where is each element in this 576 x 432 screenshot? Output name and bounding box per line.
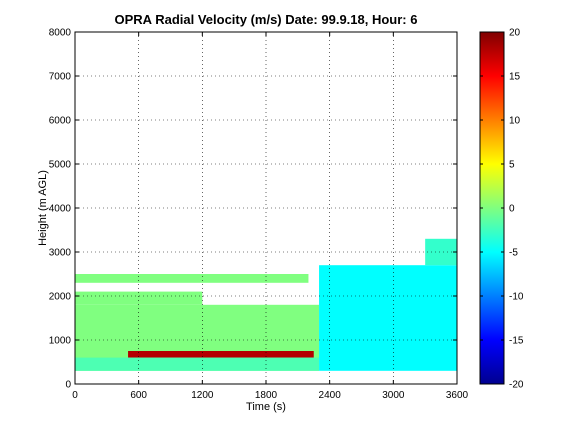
y-axis-label: Height (m AGL)	[37, 170, 49, 246]
y-tick-label: 3000	[49, 248, 72, 259]
heatmap-region	[319, 265, 457, 371]
x-tick-label: 1800	[255, 390, 278, 401]
x-tick-label: 3600	[446, 390, 469, 401]
x-tick-label: 3000	[382, 390, 405, 401]
y-tick-label: 7000	[49, 72, 72, 83]
y-tick-label: 4000	[49, 204, 72, 215]
x-tick-label: 1200	[191, 390, 214, 401]
y-tick-label: 6000	[49, 116, 72, 127]
y-tick-label: 0	[65, 380, 71, 391]
colorbar-tick-label: -15	[509, 336, 524, 347]
colorbar	[479, 31, 505, 385]
chart-title: OPRA Radial Velocity (m/s) Date: 99.9.18…	[115, 12, 418, 27]
colorbar-tick-label: 10	[509, 116, 521, 127]
y-tick-label: 1000	[49, 336, 72, 347]
grid-lines	[75, 32, 457, 384]
colorbar-tick-label: -5	[509, 248, 518, 259]
y-axis-ticks: 0 1000 2000 3000 4000 5000 6000 7000 8000	[49, 28, 457, 391]
heatmap-region	[75, 291, 203, 305]
colorbar-tick-label: 5	[509, 160, 515, 171]
heatmap-region	[75, 274, 309, 283]
heatmap-region	[128, 351, 314, 358]
heatmap-cells	[75, 238, 457, 371]
x-tick-label: 600	[130, 390, 147, 401]
colorbar-tick-label: 20	[509, 28, 521, 39]
colorbar-ticks: 20 15 10 5 0 -5 -10 -15 -20	[480, 28, 524, 391]
colorbar-tick-label: -10	[509, 292, 524, 303]
x-tick-label: 0	[72, 390, 78, 401]
heatmap-region	[75, 357, 320, 371]
y-tick-label: 5000	[49, 160, 72, 171]
x-axis-label: Time (s)	[246, 401, 286, 413]
colorbar-tick-label: -20	[509, 380, 524, 391]
colorbar-tick-label: 15	[509, 72, 521, 83]
y-tick-label: 2000	[49, 292, 72, 303]
y-tick-label: 8000	[49, 28, 72, 39]
heatmap-region	[425, 238, 457, 266]
x-axis-ticks: 0 600 1200 1800 2400 3000 3600	[72, 32, 469, 401]
colorbar-tick-label: 0	[509, 204, 515, 215]
x-tick-label: 2400	[319, 390, 342, 401]
